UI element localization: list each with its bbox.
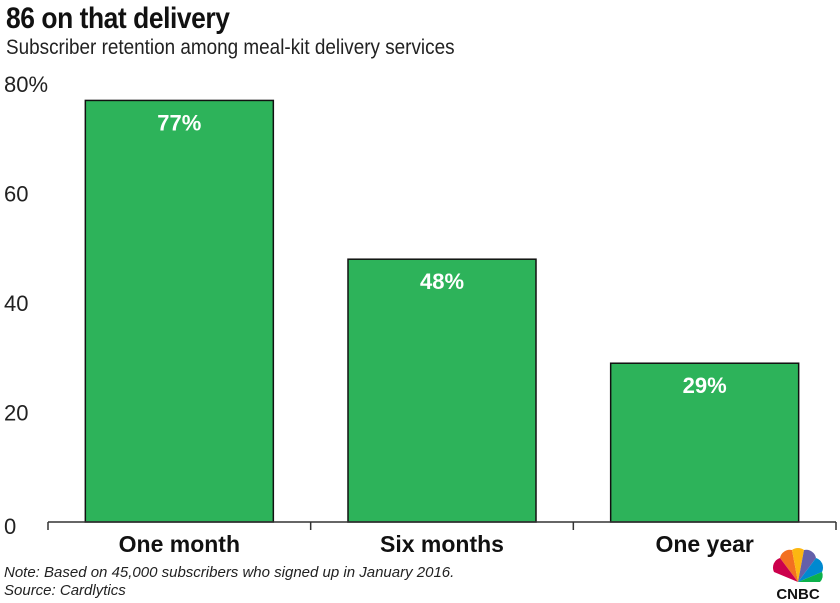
y-tick-label: 20 xyxy=(4,401,28,426)
x-tick-label: One month xyxy=(119,531,240,557)
y-tick-label: 60 xyxy=(4,182,28,207)
bar-value-label: 77% xyxy=(157,110,201,135)
y-tick-label: 0 xyxy=(4,514,16,539)
bar-value-label: 29% xyxy=(683,373,727,398)
x-tick-label: Six months xyxy=(380,531,504,557)
bar-value-label: 48% xyxy=(420,269,464,294)
bar xyxy=(347,258,537,523)
logo-text: CNBC xyxy=(776,586,819,602)
footnote: Note: Based on 45,000 subscribers who si… xyxy=(4,564,454,600)
chart-title: 86 on that delivery xyxy=(6,2,230,35)
x-tick-label: One year xyxy=(655,531,753,557)
note-text: Note: Based on 45,000 subscribers who si… xyxy=(4,564,455,581)
cnbc-logo: CNBC xyxy=(772,548,824,602)
y-tick-label: 40 xyxy=(4,291,28,316)
bar xyxy=(84,99,275,523)
chart-subtitle: Subscriber retention among meal-kit deli… xyxy=(6,36,455,59)
cnbc-peacock-icon xyxy=(772,548,824,582)
source-text: Source: Cardlytics xyxy=(4,582,126,599)
bar xyxy=(609,362,800,523)
y-tick-label: 80% xyxy=(4,72,48,97)
